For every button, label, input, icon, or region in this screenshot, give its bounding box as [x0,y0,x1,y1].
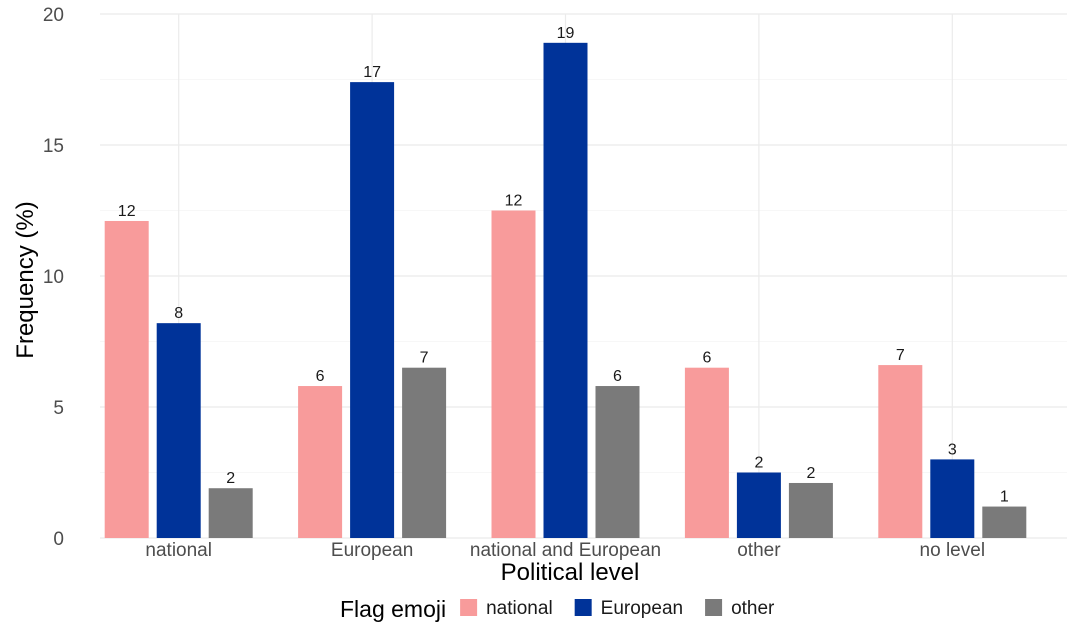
bar-other-0 [208,488,253,538]
legend-swatch-national [460,599,478,616]
legend-swatch-other [705,599,723,616]
y-axis-ticks: 0 5 10 15 20 [43,5,64,550]
bar-value-label: 6 [702,350,711,367]
bar-value-label: 7 [896,347,905,364]
x-axis-title: Political level [501,559,640,586]
bar-value-label: 17 [363,64,381,81]
bar-value-label: 8 [174,305,183,322]
bar-other-3 [788,482,833,538]
legend-items: national European other [460,598,775,619]
bar-european-3 [736,472,781,538]
legend-swatch-european [574,599,592,616]
bar-value-label: 2 [226,470,235,487]
bar-value-label: 6 [613,368,622,385]
bar-value-label: 1 [1000,489,1009,506]
bar-value-labels: 12 8 2 6 17 7 12 19 6 6 2 2 7 3 1 [118,25,1009,506]
x-axis-ticks: national European national and European oth… [145,540,985,561]
bar-value-label: 12 [505,193,523,210]
bar-other-1 [402,367,447,538]
bar-national-4 [878,365,923,538]
bar-european-4 [930,459,975,538]
bar-value-label: 7 [420,350,429,367]
bar-national-3 [684,367,729,538]
bar-other-2 [595,386,640,538]
bar-value-label: 6 [316,368,325,385]
bar-national-0 [104,220,149,539]
y-tick-label: 5 [53,398,64,419]
x-tick-label: other [737,540,781,561]
x-tick-label: national and European [470,540,661,561]
y-tick-label: 20 [43,5,64,26]
legend-label-european: European [601,598,683,619]
bar-national-2 [491,210,536,538]
x-tick-label: European [331,540,413,561]
bar-european-0 [156,323,201,538]
bar-european-1 [350,82,395,539]
legend-title: Flag emoji [340,596,446,622]
y-tick-label: 10 [43,267,64,288]
bars [104,42,1027,539]
y-axis-title: Frequency (%) [12,201,39,358]
y-tick-label: 0 [53,529,64,550]
y-tick-label: 15 [43,136,64,157]
bar-other-4 [982,506,1027,538]
bar-value-label: 19 [557,25,575,42]
legend-label-national: national [486,598,553,619]
bar-value-label: 3 [948,441,957,458]
bar-value-label: 2 [806,465,815,482]
bar-value-label: 2 [754,455,763,472]
x-tick-label: national [145,540,212,561]
bar-value-label: 12 [118,203,136,220]
bar-european-2 [543,42,588,538]
bar-national-1 [298,386,343,538]
legend: Flag emoji national European other [340,596,775,622]
x-tick-label: no level [920,540,986,561]
legend-label-other: other [731,598,775,619]
